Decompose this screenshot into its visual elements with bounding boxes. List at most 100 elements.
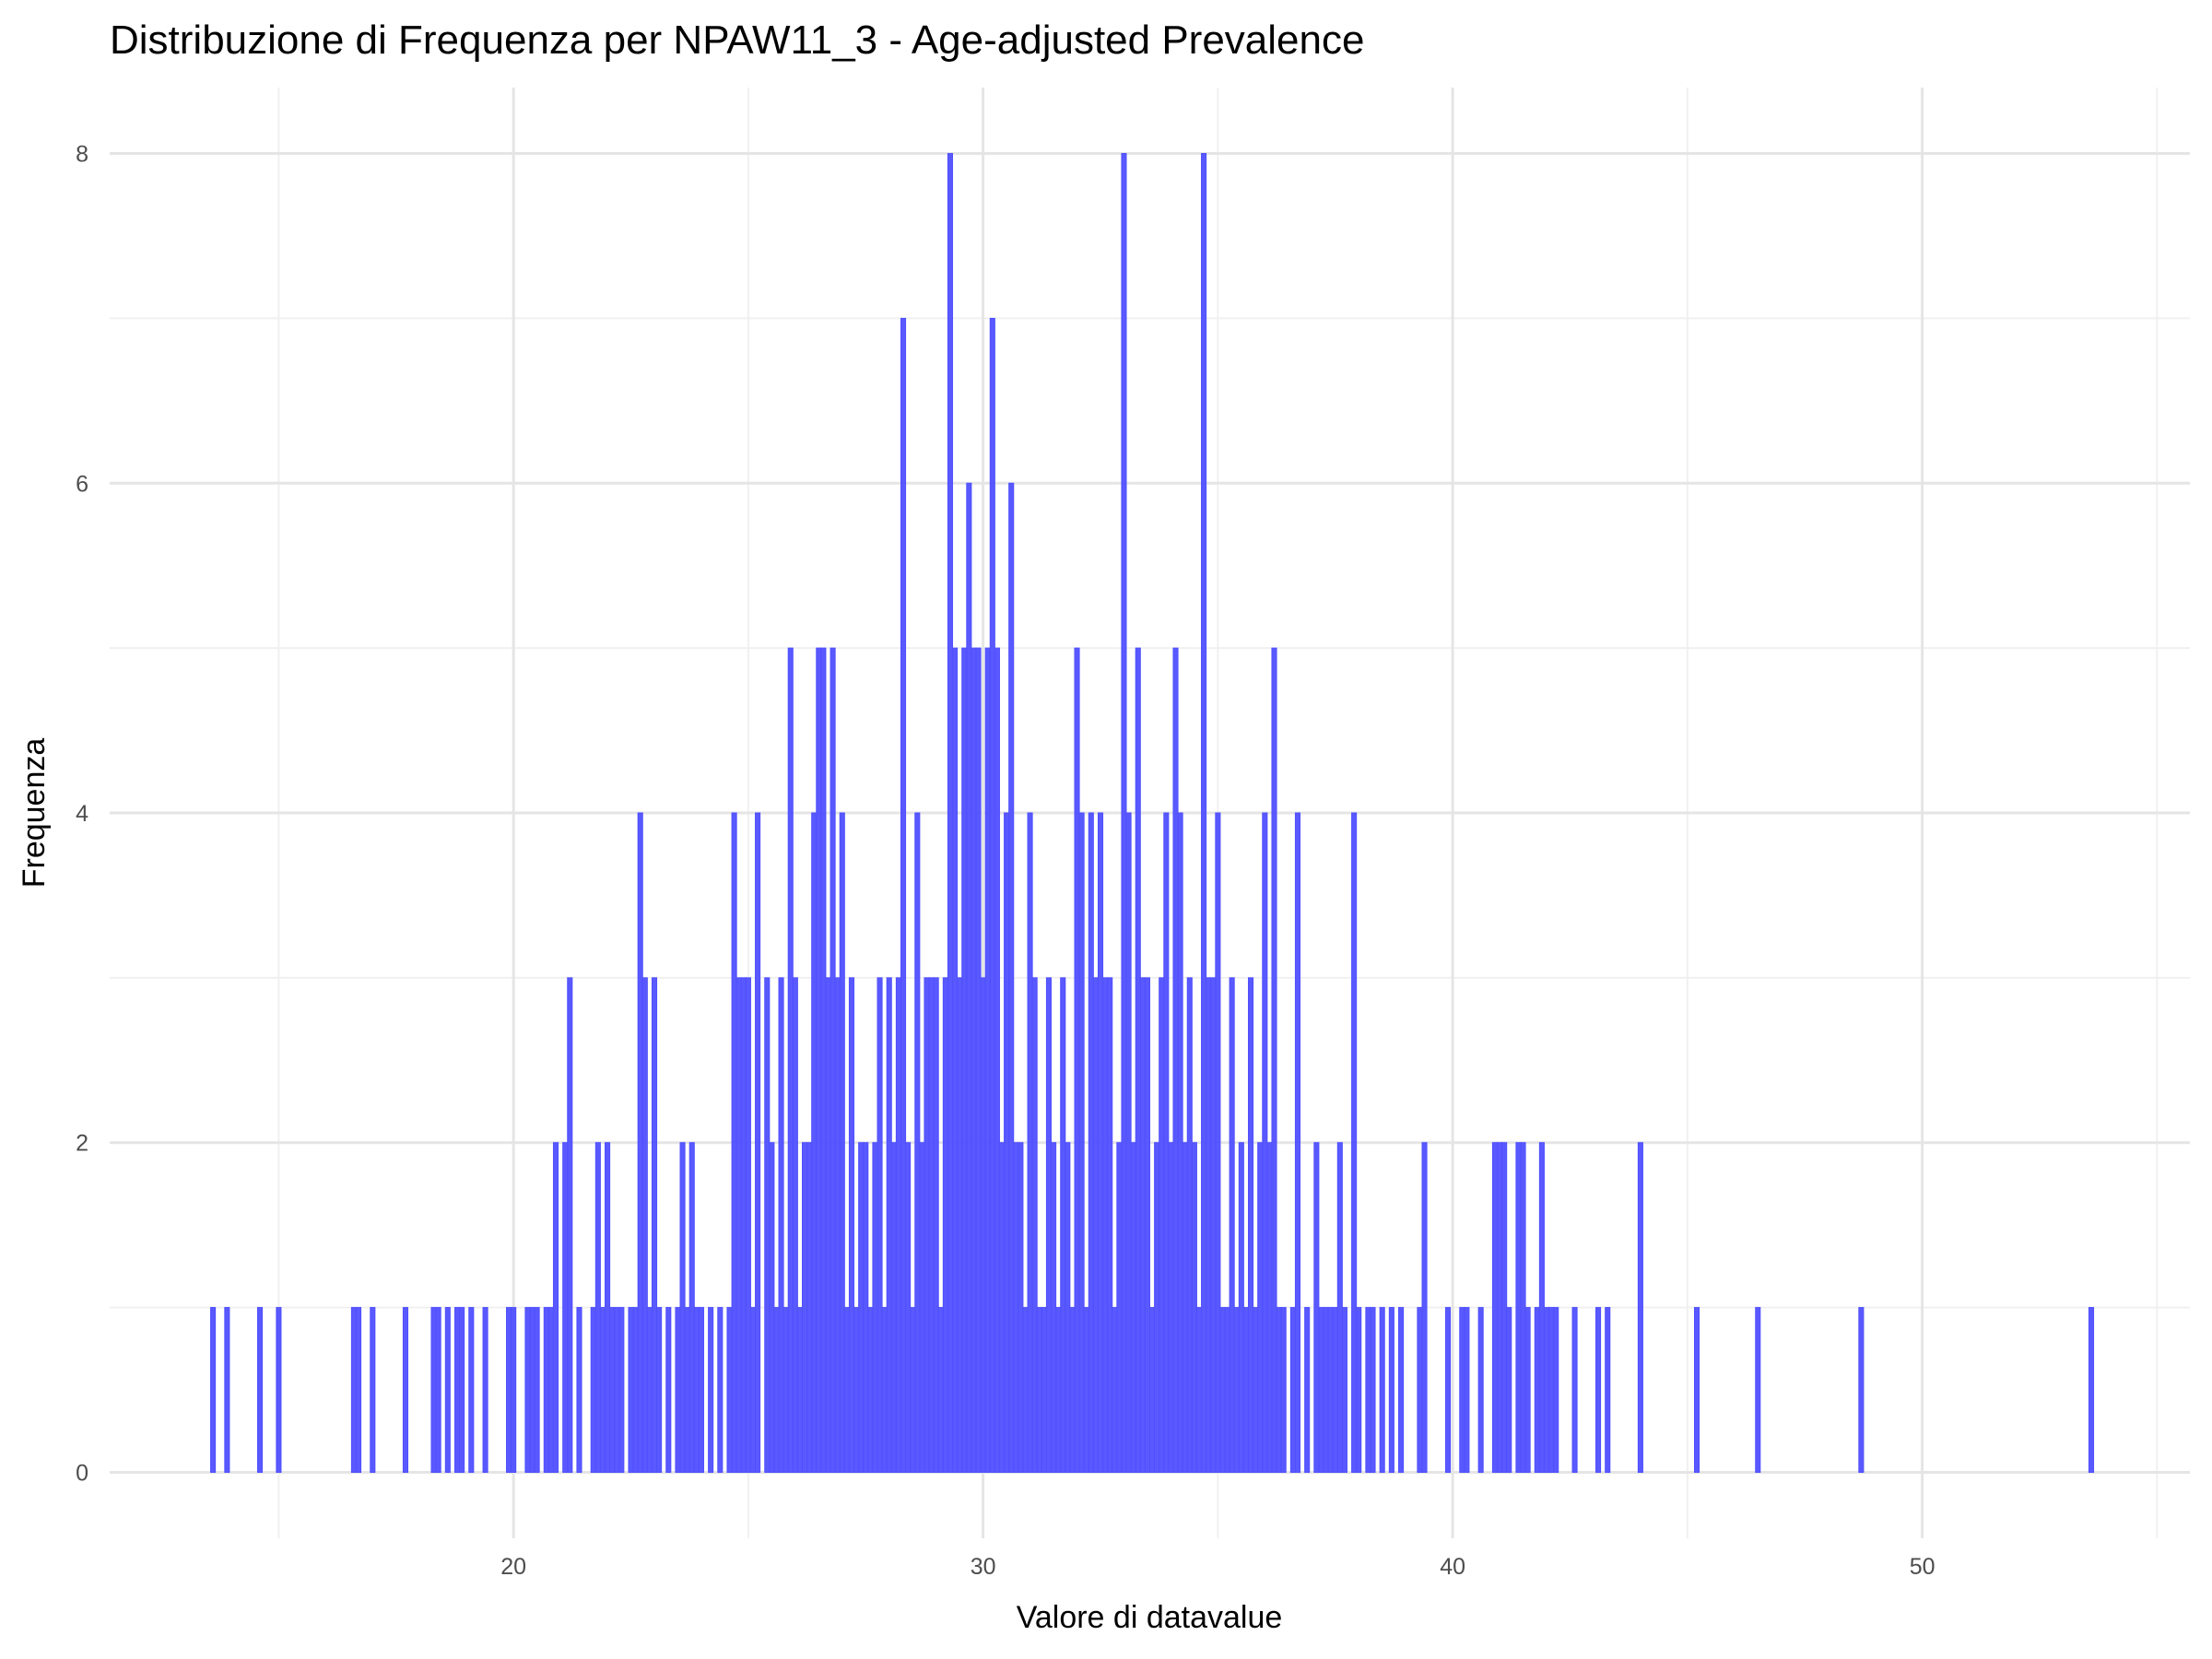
bar <box>820 647 827 1473</box>
bar <box>787 647 794 1473</box>
bar <box>1163 812 1170 1473</box>
bar <box>1280 1307 1287 1473</box>
bar <box>966 482 972 1473</box>
bar <box>1224 1307 1230 1473</box>
bar <box>453 1307 461 1473</box>
bar <box>1051 1142 1057 1473</box>
bar <box>1548 1307 1555 1473</box>
bar <box>435 1307 441 1473</box>
bars <box>210 153 2095 1473</box>
bar <box>1112 1307 1118 1473</box>
bar <box>858 1142 865 1473</box>
bar <box>1313 1142 1320 1473</box>
bar <box>961 647 968 1473</box>
bar <box>1219 1307 1226 1473</box>
bar <box>1356 1307 1362 1473</box>
bar <box>952 647 959 1473</box>
bar <box>905 1142 912 1473</box>
bar <box>1186 977 1193 1473</box>
bar <box>886 977 892 1473</box>
bar <box>1501 1142 1508 1473</box>
chart-title: Distribuzione di Frequenza per NPAW11_3 … <box>110 18 1364 63</box>
bar <box>937 1307 944 1473</box>
y-tick-label: 0 <box>76 1460 88 1486</box>
bar <box>402 1307 409 1473</box>
bar <box>641 977 648 1473</box>
bar <box>350 1307 357 1473</box>
bar <box>731 812 737 1473</box>
bar <box>567 977 573 1473</box>
bar <box>355 1307 362 1473</box>
bar <box>256 1307 264 1473</box>
bar <box>618 1307 625 1473</box>
bar <box>778 977 784 1473</box>
bar <box>628 1307 634 1473</box>
bar <box>534 1307 540 1473</box>
bar <box>984 647 991 1473</box>
bar <box>1130 1142 1136 1473</box>
bar <box>468 1307 475 1473</box>
bar <box>276 1307 282 1473</box>
bar <box>811 812 818 1473</box>
bar <box>1524 1307 1531 1473</box>
bar <box>651 977 658 1473</box>
bar <box>1341 1307 1347 1473</box>
bar <box>430 1307 437 1473</box>
bar <box>1008 482 1015 1473</box>
bar <box>543 1307 549 1473</box>
bar <box>1125 812 1132 1473</box>
bar <box>693 1307 700 1473</box>
bar <box>1323 1307 1329 1473</box>
bar <box>529 1307 535 1473</box>
bar <box>482 1307 488 1473</box>
bar <box>1262 812 1268 1473</box>
bar <box>1459 1307 1465 1473</box>
bar <box>1182 1142 1188 1473</box>
bar <box>665 1307 672 1473</box>
bar <box>524 1307 531 1473</box>
bar <box>1271 647 1277 1473</box>
bar <box>1417 1307 1423 1473</box>
bar <box>1083 1307 1089 1473</box>
bar <box>1351 812 1358 1473</box>
bar <box>863 1142 869 1473</box>
bar <box>1242 1307 1249 1473</box>
bar <box>1195 1307 1203 1473</box>
y-axis-title: Frequenza <box>17 738 52 888</box>
bar <box>1210 977 1217 1473</box>
bar <box>796 1307 803 1473</box>
bar <box>1060 977 1066 1473</box>
bar <box>1233 1307 1240 1473</box>
bar <box>1135 647 1141 1473</box>
bar <box>1858 1307 1865 1473</box>
bar <box>1018 1142 1024 1473</box>
x-tick-label: 20 <box>500 1554 526 1580</box>
bar <box>506 1307 512 1473</box>
bar <box>989 317 995 1473</box>
bar <box>1139 977 1146 1473</box>
bar <box>1444 1307 1452 1473</box>
bar <box>1004 812 1010 1473</box>
bar <box>656 1307 663 1473</box>
bar <box>1121 153 1127 1473</box>
bar <box>370 1307 376 1473</box>
bar <box>1534 1307 1540 1473</box>
bar <box>745 977 751 1473</box>
bar <box>1379 1307 1385 1473</box>
bar <box>1159 977 1165 1473</box>
bar <box>1201 153 1207 1473</box>
bar <box>1257 1142 1264 1473</box>
bar <box>444 1307 451 1473</box>
bar <box>1497 1142 1503 1473</box>
bar <box>1336 1142 1343 1473</box>
bar <box>890 1142 897 1473</box>
bar <box>675 1307 681 1473</box>
bar <box>1520 1142 1526 1473</box>
bar <box>646 1307 653 1473</box>
bar <box>1755 1307 1761 1473</box>
bar <box>459 1307 465 1473</box>
bar <box>1168 1142 1174 1473</box>
bar <box>1031 977 1038 1473</box>
bar <box>1491 1142 1499 1473</box>
bar <box>895 977 901 1473</box>
